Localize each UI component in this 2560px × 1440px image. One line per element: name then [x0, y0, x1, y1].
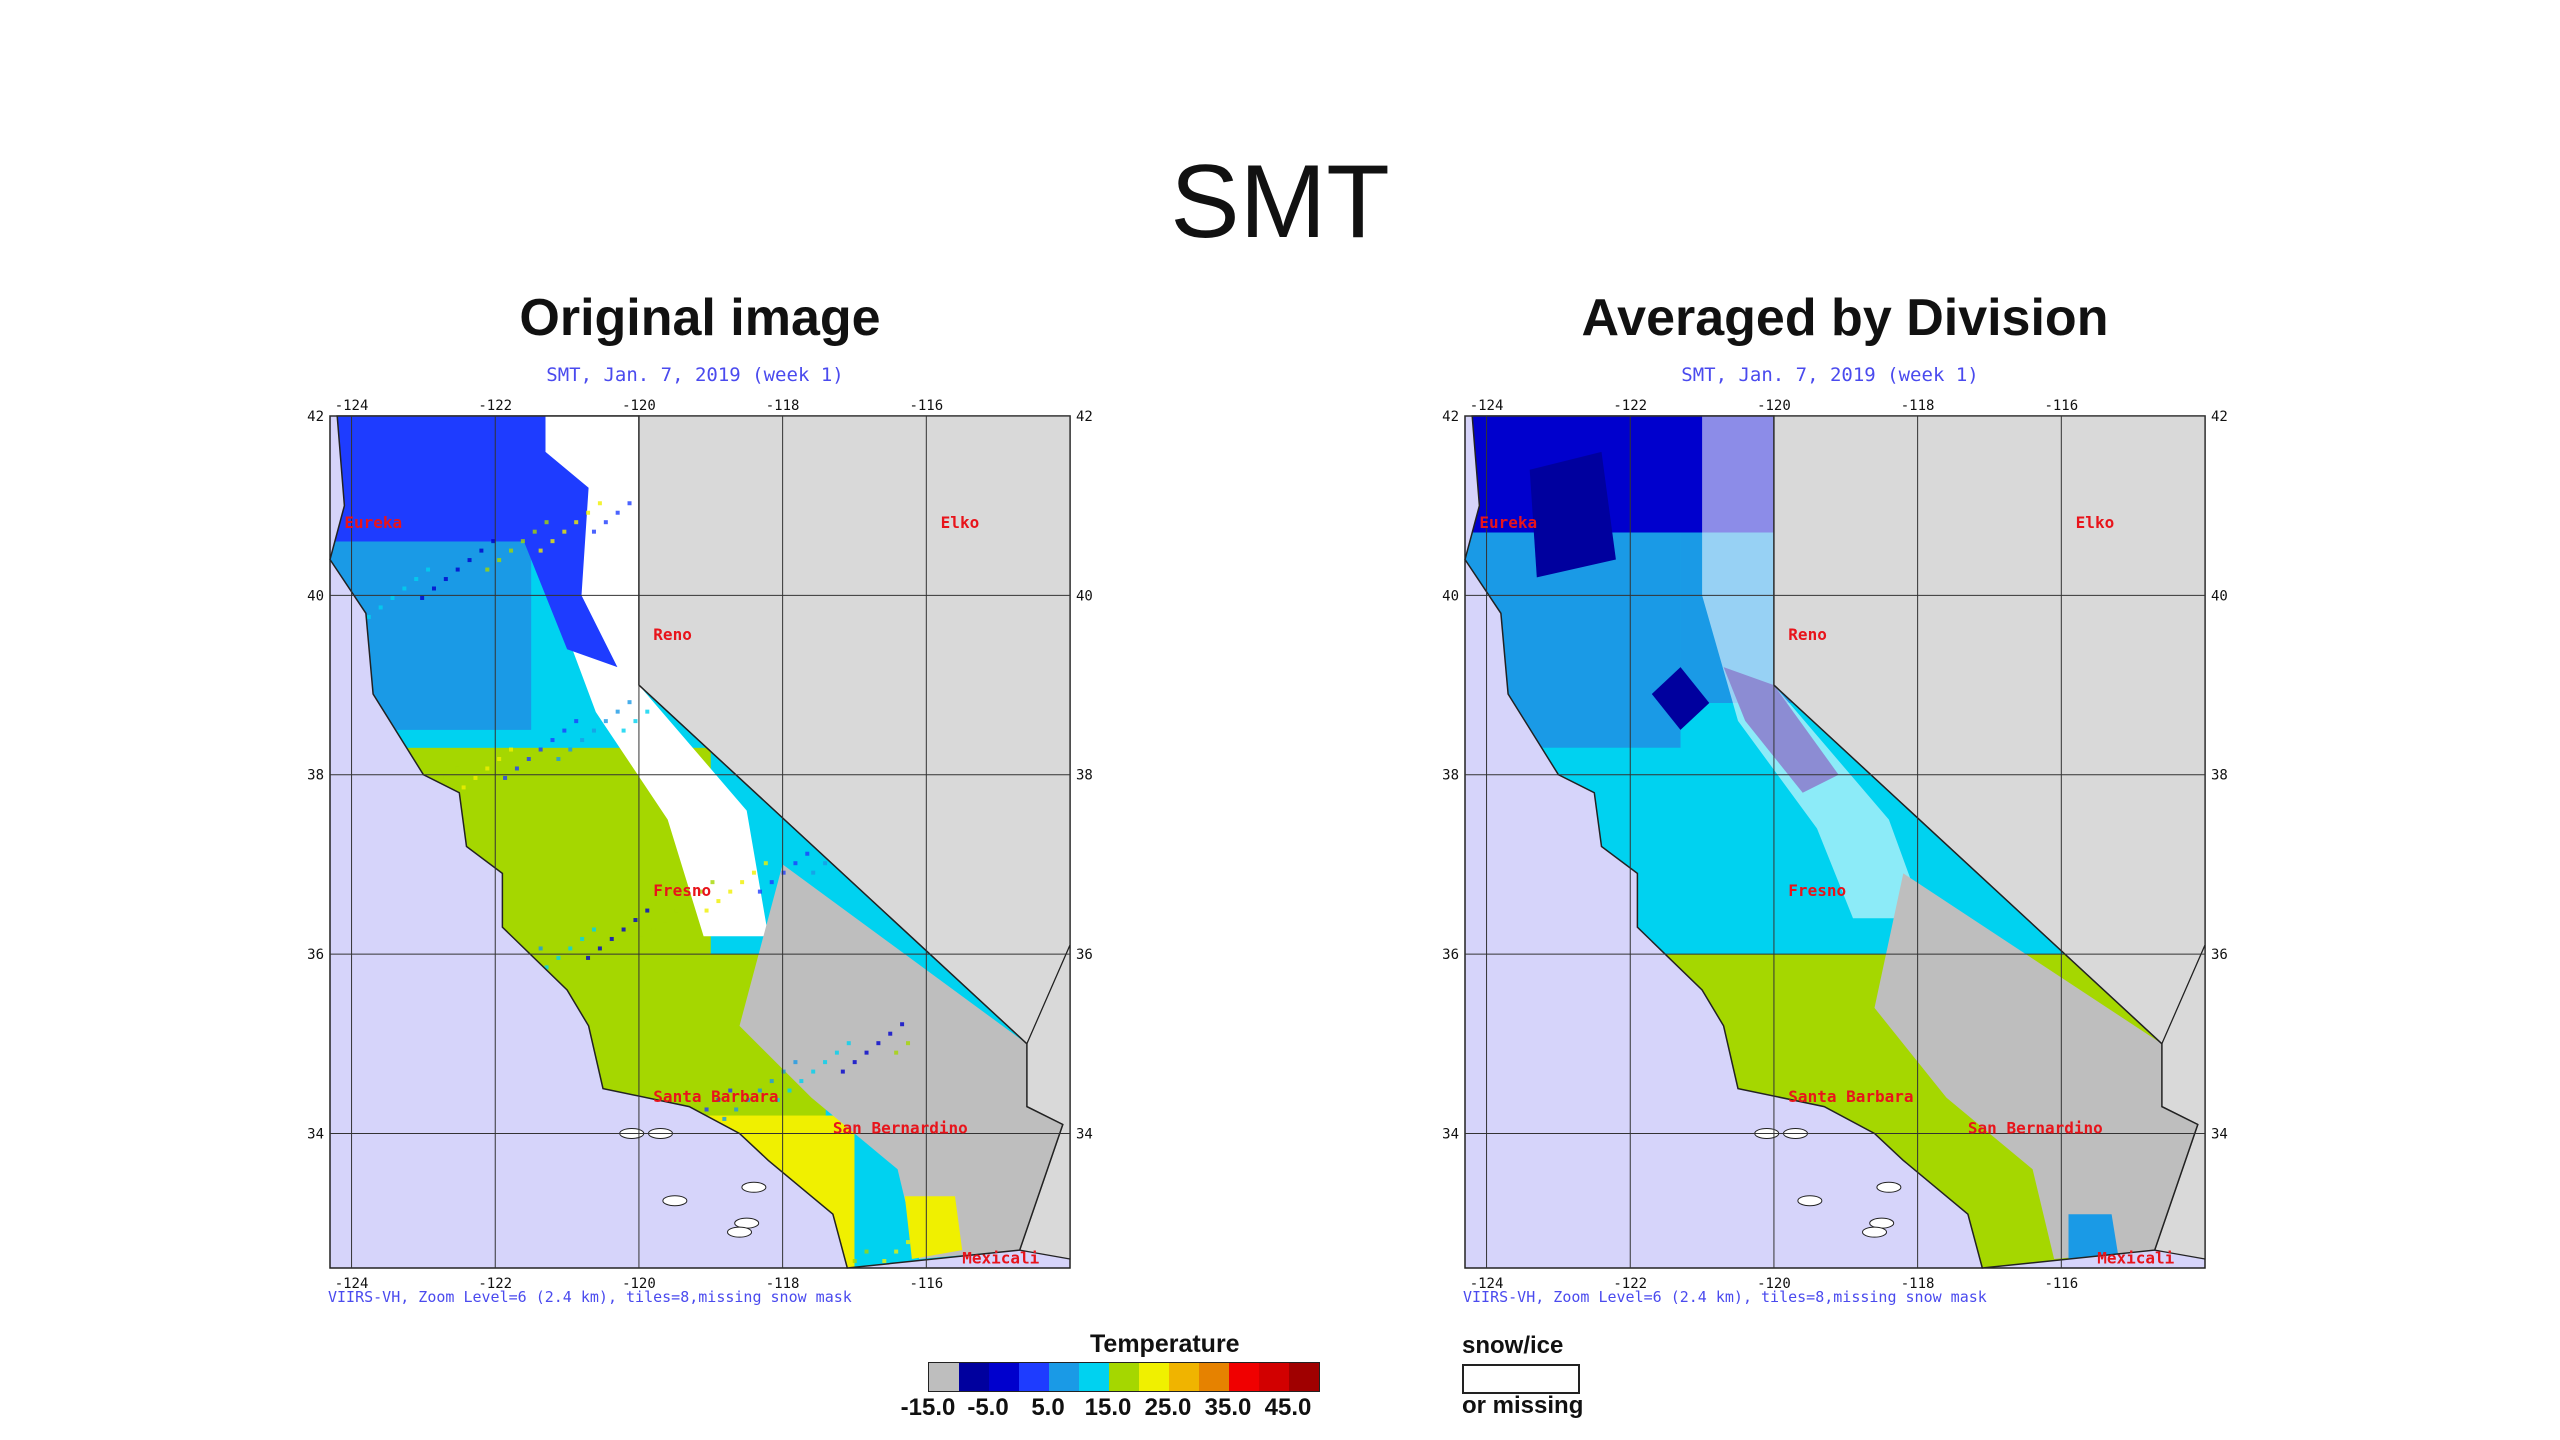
latitude-tick-label-left: 34 — [307, 1126, 324, 1142]
longitude-tick-label-bottom: -116 — [2044, 1276, 2078, 1288]
legend-colorbar — [928, 1362, 1320, 1392]
legend-swatch — [1289, 1363, 1319, 1391]
city-label-santa-barbara: Santa Barbara — [1788, 1087, 1913, 1106]
california-outline — [329, 415, 1064, 1269]
legend-tick-label: 25.0 — [1144, 1394, 1192, 1421]
island-shape — [1876, 1181, 1902, 1193]
longitude-tick-label-top: -116 — [2044, 398, 2078, 414]
longitude-tick-label-bottom: -124 — [1470, 1276, 1504, 1288]
longitude-tick-label-bottom: -116 — [909, 1276, 943, 1288]
latitude-tick-label-right: 42 — [1076, 409, 1093, 425]
legend-tick-label: 45.0 — [1264, 1394, 1312, 1421]
legend-title: Temperature — [1090, 1330, 1240, 1358]
longitude-tick-label-bottom: -118 — [1901, 1276, 1935, 1288]
city-label-mexicali: Mexicali — [2097, 1249, 2174, 1268]
map-footer-original: VIIRS-VH, Zoom Level=6 (2.4 km), tiles=8… — [328, 1288, 852, 1306]
city-label-eureka: Eureka — [1479, 513, 1537, 532]
latitude-tick-label-right: 36 — [1076, 947, 1093, 963]
longitude-tick-label-top: -118 — [766, 398, 800, 414]
latitude-tick-label-right: 38 — [1076, 768, 1093, 784]
legend-swatch — [1079, 1363, 1109, 1391]
legend-tick-label: -15.0 — [900, 1394, 956, 1421]
legend-tick-label: 35.0 — [1204, 1394, 1252, 1421]
legend-tick-label: -5.0 — [967, 1394, 1009, 1421]
legend-tick-row: -15.0 -5.0 5.0 15.0 25.0 35.0 45.0 — [890, 1394, 1450, 1424]
longitude-tick-label-top: -122 — [478, 398, 512, 414]
legend-tick-label: 15.0 — [1084, 1394, 1132, 1421]
latitude-tick-label-left: 36 — [307, 947, 324, 963]
map-caption-original: SMT, Jan. 7, 2019 (week 1) — [546, 364, 844, 386]
longitude-tick-label-top: -120 — [622, 398, 656, 414]
longitude-tick-label-bottom: -120 — [1757, 1276, 1791, 1288]
city-label-fresno: Fresno — [653, 881, 711, 900]
longitude-tick-label-top: -124 — [335, 398, 369, 414]
island-shape — [1797, 1195, 1823, 1207]
latitude-tick-label-right: 38 — [2211, 768, 2228, 784]
city-label-reno: Reno — [1788, 625, 1827, 644]
latitude-tick-label-left: 40 — [1442, 588, 1459, 604]
map-caption-averaged: SMT, Jan. 7, 2019 (week 1) — [1681, 364, 1979, 386]
map-footer-averaged: VIIRS-VH, Zoom Level=6 (2.4 km), tiles=8… — [1463, 1288, 1987, 1306]
city-label-eureka: Eureka — [344, 513, 402, 532]
legend-swatch — [1259, 1363, 1289, 1391]
california-outline — [1464, 415, 2199, 1269]
island-shape — [662, 1195, 688, 1207]
longitude-tick-label-bottom: -124 — [335, 1276, 369, 1288]
slide-title: SMT — [1170, 144, 1390, 260]
latitude-tick-label-right: 34 — [1076, 1126, 1093, 1142]
legend-swatch — [1229, 1363, 1259, 1391]
latitude-tick-label-left: 38 — [307, 768, 324, 784]
map-averaged: -124 -124 -122 -122 -120 -120 -118 -118 -116 -116… — [1442, 398, 2228, 1288]
longitude-tick-label-bottom: -118 — [766, 1276, 800, 1288]
city-label-santa-barbara: Santa Barbara — [653, 1087, 778, 1106]
longitude-tick-label-top: -116 — [909, 398, 943, 414]
latitude-tick-label-right: 40 — [2211, 588, 2228, 604]
city-label-elko: Elko — [941, 513, 980, 532]
legend-swatch — [989, 1363, 1019, 1391]
latitude-tick-label-left: 42 — [307, 409, 324, 425]
latitude-tick-label-left: 34 — [1442, 1126, 1459, 1142]
latitude-tick-label-left: 42 — [1442, 409, 1459, 425]
latitude-tick-label-left: 40 — [307, 588, 324, 604]
city-label-elko: Elko — [2076, 513, 2115, 532]
city-label-san-bernardino: San Bernardino — [1968, 1118, 2103, 1137]
longitude-tick-label-bottom: -122 — [1613, 1276, 1647, 1288]
longitude-tick-label-top: -122 — [1613, 398, 1647, 414]
city-label-mexicali: Mexicali — [962, 1249, 1039, 1268]
latitude-tick-label-left: 38 — [1442, 768, 1459, 784]
city-label-fresno: Fresno — [1788, 881, 1846, 900]
latitude-tick-label-right: 40 — [1076, 588, 1093, 604]
snow-legend-label-top: snow/ice — [1462, 1332, 1564, 1359]
city-label-reno: Reno — [653, 625, 692, 644]
legend-swatch — [1169, 1363, 1199, 1391]
panel-heading-original: Original image — [519, 289, 881, 347]
legend-swatch — [1109, 1363, 1139, 1391]
panel-heading-averaged: Averaged by Division — [1581, 289, 2109, 347]
latitude-tick-label-left: 36 — [1442, 947, 1459, 963]
map-original: -124 -124 -122 -122 -120 -120 -118 -118 -116 -116… — [307, 398, 1093, 1288]
legend-swatch — [959, 1363, 989, 1391]
legend-swatch — [1199, 1363, 1229, 1391]
snow-legend-swatch — [1462, 1364, 1580, 1394]
city-label-san-bernardino: San Bernardino — [833, 1118, 968, 1137]
latitude-tick-label-right: 36 — [2211, 947, 2228, 963]
legend-tick-label: 5.0 — [1031, 1394, 1065, 1421]
island-shape — [727, 1226, 753, 1238]
snow-legend-label-bottom: or missing — [1462, 1392, 1584, 1419]
longitude-tick-label-top: -124 — [1470, 398, 1504, 414]
island-shape — [741, 1181, 767, 1193]
latitude-tick-label-right: 42 — [2211, 409, 2228, 425]
longitude-tick-label-top: -118 — [1901, 398, 1935, 414]
legend-swatch — [929, 1363, 959, 1391]
island-shape — [1862, 1226, 1888, 1238]
longitude-tick-label-bottom: -120 — [622, 1276, 656, 1288]
legend-swatch — [1019, 1363, 1049, 1391]
legend-swatch — [1049, 1363, 1079, 1391]
legend-swatch — [1139, 1363, 1169, 1391]
longitude-tick-label-top: -120 — [1757, 398, 1791, 414]
latitude-tick-label-right: 34 — [2211, 1126, 2228, 1142]
longitude-tick-label-bottom: -122 — [478, 1276, 512, 1288]
